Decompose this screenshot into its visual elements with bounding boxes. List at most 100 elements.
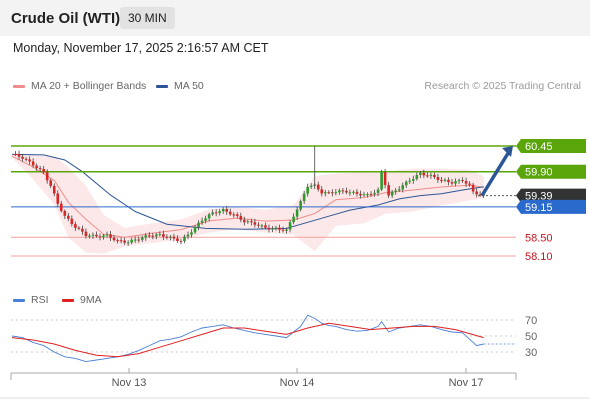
candle-body bbox=[450, 182, 454, 184]
candle-body bbox=[35, 165, 38, 169]
candle-body bbox=[218, 211, 221, 214]
price-label-support: 58.50 bbox=[525, 232, 553, 244]
candle-body bbox=[232, 214, 236, 216]
candle-body bbox=[250, 221, 253, 223]
legend-rsi-ma: 9MA bbox=[62, 294, 102, 306]
candle-body bbox=[348, 192, 352, 194]
candle-body bbox=[471, 184, 475, 192]
candle-body bbox=[387, 184, 390, 196]
candle-body bbox=[461, 180, 464, 182]
candle-body bbox=[211, 212, 214, 215]
candle-body bbox=[193, 226, 197, 233]
ma50-swatch bbox=[156, 84, 168, 88]
candle-body bbox=[116, 240, 119, 242]
candle-body bbox=[70, 218, 74, 225]
candle-body bbox=[49, 180, 53, 186]
candle-body bbox=[133, 239, 137, 241]
candle-body bbox=[130, 239, 133, 243]
candle-body bbox=[176, 238, 179, 242]
rsi-level-label: 70 bbox=[525, 315, 537, 327]
candle-body bbox=[366, 194, 369, 196]
candle-body bbox=[338, 190, 341, 193]
candle-body bbox=[67, 215, 70, 219]
candle-body bbox=[253, 222, 257, 225]
candle-body bbox=[119, 240, 123, 242]
candle-body bbox=[151, 235, 155, 237]
candle-body bbox=[88, 235, 91, 237]
candle-body bbox=[179, 241, 183, 243]
rsi-level-label: 30 bbox=[525, 347, 537, 359]
candle-body bbox=[165, 236, 169, 238]
projection-arrow bbox=[480, 149, 512, 197]
candle-body bbox=[369, 194, 373, 196]
candle-body bbox=[316, 184, 320, 190]
instrument-title: Crude Oil (WTI) bbox=[11, 10, 121, 27]
bollinger-swatch bbox=[13, 84, 25, 88]
price-label-tag bbox=[516, 139, 586, 153]
candle-body bbox=[137, 239, 141, 241]
candle-body bbox=[352, 191, 355, 193]
candle-body bbox=[267, 227, 271, 230]
rsi-ma-line bbox=[11, 322, 484, 358]
candle-body bbox=[429, 174, 433, 176]
candle-body bbox=[443, 179, 447, 181]
candle-body bbox=[190, 232, 193, 235]
candle-body bbox=[28, 159, 31, 162]
candle-body bbox=[327, 192, 331, 194]
candle-body bbox=[38, 168, 42, 170]
candle-body bbox=[52, 185, 56, 194]
bollinger-legend-label: MA 20 + Bollinger Bands bbox=[31, 80, 147, 92]
rsi-line bbox=[11, 314, 484, 363]
candle-body bbox=[397, 189, 401, 191]
candle-body bbox=[207, 214, 211, 219]
x-tick-label: Nov 17 bbox=[449, 377, 484, 389]
legend-ma50: MA 50 bbox=[156, 80, 204, 92]
candle-body bbox=[359, 193, 362, 196]
candle-body bbox=[95, 234, 98, 237]
candle-body bbox=[91, 234, 95, 236]
candle-body bbox=[478, 194, 482, 196]
rsi-ma-swatch bbox=[62, 298, 74, 302]
timestamp: Monday, November 17, 2025 2:16:57 AM CET bbox=[13, 41, 269, 55]
candle-body bbox=[362, 194, 366, 196]
price-label-resistance: 59.90 bbox=[525, 167, 553, 179]
candle-body bbox=[274, 227, 278, 229]
candle-body bbox=[376, 189, 380, 193]
rsi-level-label: 50 bbox=[525, 331, 537, 343]
candle-body bbox=[401, 185, 405, 190]
candle-body bbox=[309, 185, 313, 187]
candle-body bbox=[112, 237, 116, 241]
x-tick-label: Nov 13 bbox=[112, 377, 147, 389]
candle-body bbox=[320, 189, 324, 194]
candle-body bbox=[158, 234, 162, 236]
candle-body bbox=[260, 225, 264, 227]
candle-body bbox=[454, 181, 457, 184]
candle-body bbox=[271, 228, 274, 230]
candle-body bbox=[288, 222, 292, 230]
candle-body bbox=[404, 181, 408, 186]
candle-body bbox=[98, 236, 102, 238]
candle-body bbox=[394, 190, 397, 192]
candle-body bbox=[475, 191, 478, 195]
candle-body bbox=[243, 219, 246, 223]
timeframe-button[interactable]: 30 MIN bbox=[120, 7, 175, 29]
candle-body bbox=[45, 172, 49, 181]
candle-body bbox=[426, 175, 429, 177]
candle-body bbox=[295, 209, 299, 217]
candle-body bbox=[147, 235, 151, 237]
candle-body bbox=[74, 224, 77, 228]
candle-body bbox=[225, 208, 229, 212]
candle-body bbox=[345, 190, 348, 193]
candle-body bbox=[457, 180, 461, 182]
candle-body bbox=[436, 177, 440, 180]
candle-body bbox=[84, 231, 88, 237]
candle-body bbox=[408, 180, 412, 182]
candle-body bbox=[144, 235, 148, 238]
candle-body bbox=[204, 218, 207, 221]
candle-body bbox=[63, 211, 67, 216]
candle-body bbox=[109, 234, 112, 238]
candle-body bbox=[447, 179, 450, 183]
price-label-support: 58.10 bbox=[525, 251, 553, 263]
x-tick-label: Nov 14 bbox=[280, 377, 315, 389]
candle-body bbox=[235, 214, 239, 216]
